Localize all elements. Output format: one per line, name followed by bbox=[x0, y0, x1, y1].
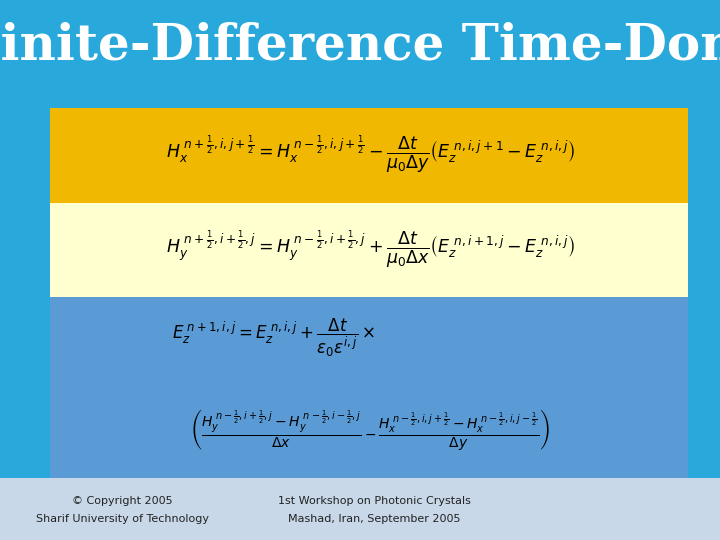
Text: 1st Workshop on Photonic Crystals: 1st Workshop on Photonic Crystals bbox=[278, 496, 471, 506]
FancyBboxPatch shape bbox=[50, 297, 688, 478]
Text: Mashad, Iran, September 2005: Mashad, Iran, September 2005 bbox=[288, 515, 461, 524]
Text: $H_y^{\;n+\frac{1}{2},i+\frac{1}{2},j} = H_y^{\;n-\frac{1}{2},i+\frac{1}{2},j} +: $H_y^{\;n+\frac{1}{2},i+\frac{1}{2},j} =… bbox=[166, 229, 575, 270]
FancyBboxPatch shape bbox=[0, 478, 720, 540]
Text: Sharif University of Technology: Sharif University of Technology bbox=[36, 515, 209, 524]
Text: $\left(\dfrac{H_y^{\;n-\frac{1}{2},i+\frac{1}{2},j} - H_y^{\;n-\frac{1}{2},i-\fr: $\left(\dfrac{H_y^{\;n-\frac{1}{2},i+\fr… bbox=[192, 407, 550, 452]
Text: © Copyright 2005: © Copyright 2005 bbox=[72, 496, 173, 506]
Text: Finite-Difference Time-Domain: Finite-Difference Time-Domain bbox=[0, 22, 720, 70]
Text: $E_z^{\;n+1,i,j} = E_z^{\;n,i,j} + \dfrac{\Delta t}{\varepsilon_0 \varepsilon^{i: $E_z^{\;n+1,i,j} = E_z^{\;n,i,j} + \dfra… bbox=[172, 316, 375, 359]
FancyBboxPatch shape bbox=[50, 202, 688, 297]
FancyBboxPatch shape bbox=[50, 108, 688, 202]
Text: $H_x^{\;n+\frac{1}{2},i,j+\frac{1}{2}} = H_x^{\;n-\frac{1}{2},i,j+\frac{1}{2}} -: $H_x^{\;n+\frac{1}{2},i,j+\frac{1}{2}} =… bbox=[166, 134, 575, 176]
